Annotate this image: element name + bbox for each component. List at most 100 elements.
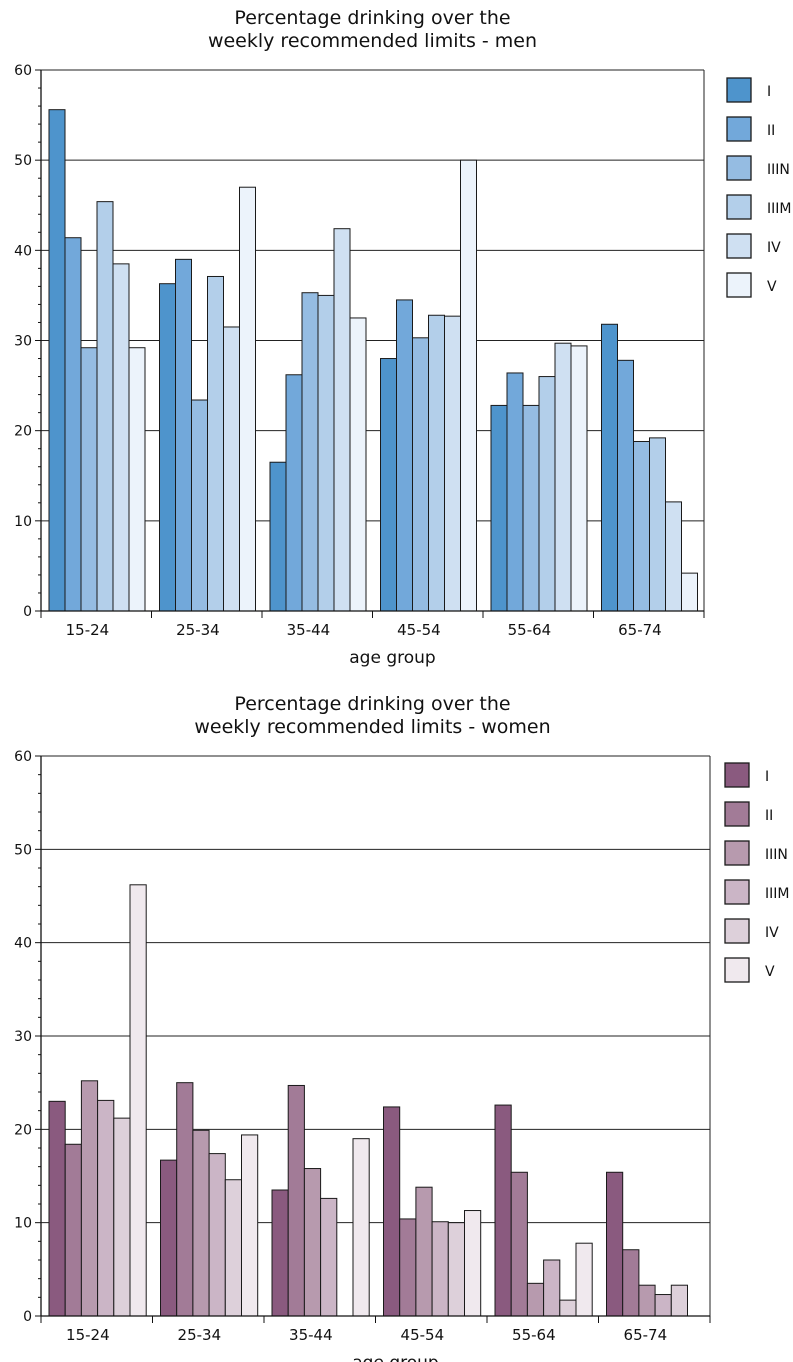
bar-IIIM-35-44 — [320, 1197, 338, 1317]
chart-title-line-1: Percentage drinking over the — [234, 693, 511, 715]
y-tick-label: 20 — [14, 424, 32, 440]
bar-I-45-54 — [383, 1106, 401, 1317]
legend-swatch-IIIM — [724, 879, 750, 905]
y-tick-label: 30 — [14, 1029, 32, 1045]
bar-IIIN-45-54 — [415, 1186, 433, 1317]
bar-IIIN-25-34 — [192, 1129, 210, 1317]
y-tick-label: 50 — [14, 842, 32, 858]
legend-label: II — [767, 123, 775, 139]
y-tick-label: 0 — [23, 604, 32, 620]
x-tick-label: 45-54 — [401, 1326, 445, 1344]
bar-V-55-64 — [575, 1242, 593, 1317]
bar-V-55-64 — [570, 345, 588, 612]
y-tick-label: 0 — [23, 1309, 32, 1325]
y-tick-label: 20 — [14, 1122, 32, 1138]
x-tick-label: 35-44 — [287, 621, 331, 639]
bar-IIIN-15-24 — [80, 347, 98, 612]
bar-I-15-24 — [48, 109, 66, 612]
bar-IIIN-15-24 — [80, 1080, 99, 1317]
x-tick-label: 35-44 — [289, 1326, 333, 1344]
bar-IV-15-24 — [112, 263, 130, 612]
y-tick-label: 10 — [14, 1216, 32, 1232]
legend-label: V — [765, 964, 775, 980]
x-axis-title: age group — [352, 1353, 438, 1362]
bar-IV-55-64 — [554, 342, 572, 612]
bar-IIIM-25-34 — [207, 275, 224, 612]
bar-I-35-44 — [271, 1189, 289, 1317]
chart-title-line-1: Percentage drinking over the — [234, 7, 511, 29]
bar-IV-15-24 — [113, 1117, 131, 1317]
bar-IIIM-55-64 — [543, 1259, 561, 1317]
chart-canvas: 0 10 20 30 40 50 60 15-24 25-34 35-44 45-54 55-64 65… — [14, 63, 791, 668]
bar-IIIN-65-74 — [638, 1284, 656, 1317]
bar-IIIM-45-54 — [428, 314, 445, 612]
legend-label: IIIN — [765, 847, 788, 863]
legend-label: IIIM — [767, 201, 791, 217]
bar-V-45-54 — [460, 159, 477, 612]
legend-swatch-IIIM — [726, 194, 752, 220]
bar-II-45-54 — [396, 299, 413, 612]
legend-swatch-IIIN — [726, 155, 752, 181]
bar-IIIM-35-44 — [317, 294, 335, 612]
x-tick-label: 15-24 — [66, 621, 110, 639]
legend-label: II — [765, 808, 773, 824]
bar-II-45-54 — [399, 1218, 417, 1317]
bar-II-65-74 — [617, 359, 634, 612]
bar-IIIN-25-34 — [191, 399, 208, 612]
bar-V-15-24 — [128, 347, 146, 612]
bar-II-35-44 — [287, 1084, 305, 1317]
y-tick-label: 60 — [14, 63, 32, 79]
bar-IIIM-45-54 — [431, 1221, 449, 1317]
legend-label: IV — [765, 925, 779, 941]
legend-swatch-IV — [726, 233, 752, 259]
x-tick-label: 45-54 — [397, 621, 441, 639]
y-tick-label: 60 — [14, 749, 32, 765]
bar-I-55-64 — [490, 404, 508, 612]
bar-V-25-34 — [239, 186, 256, 612]
chart-title-line-2: weekly recommended limits - men — [207, 30, 538, 52]
bar-IIIM-65-74 — [649, 437, 666, 612]
chart-women: Percentage drinking over the weekly reco… — [0, 686, 793, 1362]
bar-IIIN-65-74 — [633, 440, 650, 612]
bar-IIIM-15-24 — [96, 201, 114, 612]
bar-IIIN-55-64 — [522, 404, 540, 612]
x-tick-label: 55-64 — [508, 621, 552, 639]
bar-II-65-74 — [622, 1249, 640, 1317]
bar-V-45-54 — [464, 1210, 482, 1317]
bar-IV-45-54 — [447, 1222, 465, 1317]
bar-I-65-74 — [606, 1171, 624, 1317]
bar-IV-35-44 — [333, 228, 351, 612]
bar-II-55-64 — [506, 372, 524, 612]
bar-IIIN-55-64 — [526, 1282, 545, 1317]
y-tick-label: 10 — [14, 514, 32, 530]
legend-label: V — [767, 279, 777, 295]
legend-swatch-II — [726, 116, 752, 142]
legend-label: IIIM — [765, 886, 789, 902]
x-tick-label: 65-74 — [624, 1326, 668, 1344]
y-tick-label: 40 — [14, 936, 32, 952]
bar-V-35-44 — [349, 317, 367, 612]
bar-II-55-64 — [510, 1171, 528, 1317]
y-tick-label: 30 — [14, 334, 32, 350]
bar-IV-65-74 — [670, 1284, 688, 1317]
legend-swatch-V — [726, 272, 752, 298]
bar-V-15-24 — [129, 884, 147, 1317]
legend-swatch-I — [724, 762, 750, 788]
legend-swatch-II — [724, 801, 750, 827]
y-tick-label: 50 — [14, 153, 32, 169]
bar-I-15-24 — [48, 1100, 66, 1317]
bar-IV-65-74 — [665, 501, 682, 612]
bar-I-45-54 — [380, 358, 397, 612]
bar-I-35-44 — [269, 461, 287, 612]
bar-I-65-74 — [601, 323, 618, 612]
bar-II-15-24 — [64, 1143, 82, 1317]
bar-IIIN-45-54 — [412, 337, 429, 612]
legend-label: IIIN — [767, 162, 790, 178]
bar-IIIM-55-64 — [538, 376, 556, 612]
bar-II-25-34 — [176, 1082, 194, 1317]
x-tick-label: 15-24 — [66, 1326, 110, 1344]
bar-II-35-44 — [285, 374, 303, 612]
x-tick-label: 65-74 — [618, 621, 662, 639]
x-tick-label: 25-34 — [178, 1326, 222, 1344]
legend-swatch-V — [724, 957, 750, 983]
